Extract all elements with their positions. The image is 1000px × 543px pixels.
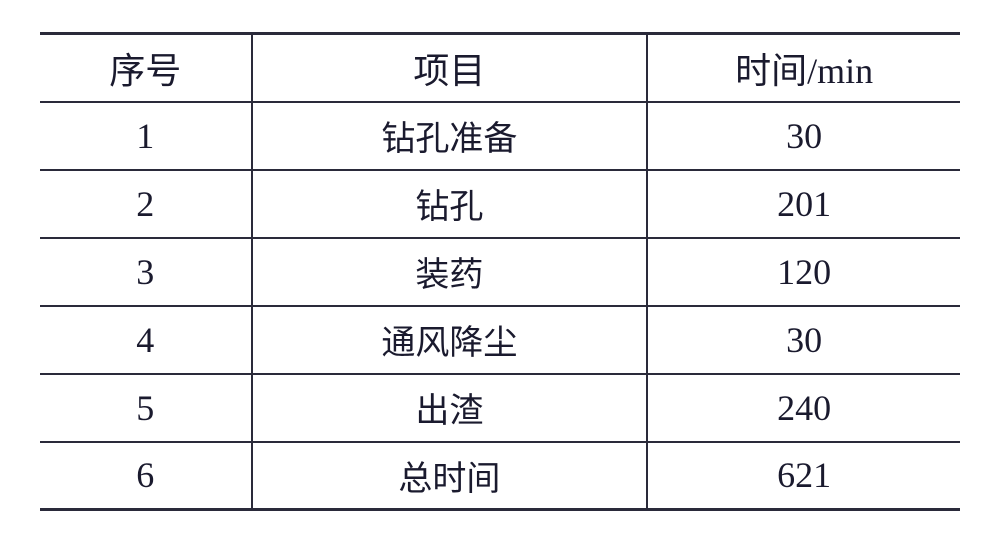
- cell-index: 2: [40, 170, 252, 238]
- cell-item: 钻孔: [252, 170, 648, 238]
- table-header-row: 序号 项目 时间/min: [40, 34, 960, 102]
- cell-time: 30: [647, 306, 960, 374]
- cell-item: 总时间: [252, 442, 648, 510]
- cell-index: 5: [40, 374, 252, 442]
- header-index: 序号: [40, 34, 252, 102]
- table-row: 3 装药 120: [40, 238, 960, 306]
- cell-index: 1: [40, 102, 252, 170]
- header-time-sep: /: [807, 51, 817, 91]
- table-row: 6 总时间 621: [40, 442, 960, 510]
- cell-item: 钻孔准备: [252, 102, 648, 170]
- cell-time: 621: [647, 442, 960, 510]
- cell-item: 通风降尘: [252, 306, 648, 374]
- header-item: 项目: [252, 34, 648, 102]
- cell-item: 装药: [252, 238, 648, 306]
- cell-index: 4: [40, 306, 252, 374]
- table-row: 2 钻孔 201: [40, 170, 960, 238]
- table-row: 1 钻孔准备 30: [40, 102, 960, 170]
- time-table-container: 序号 项目 时间/min 1 钻孔准备 30 2 钻孔 201 3 装药 120: [40, 32, 960, 511]
- table-row: 4 通风降尘 30: [40, 306, 960, 374]
- table-row: 5 出渣 240: [40, 374, 960, 442]
- cell-index: 3: [40, 238, 252, 306]
- cell-item: 出渣: [252, 374, 648, 442]
- cell-time: 201: [647, 170, 960, 238]
- cell-time: 120: [647, 238, 960, 306]
- header-time-unit: min: [817, 51, 873, 91]
- header-time: 时间/min: [647, 34, 960, 102]
- header-time-prefix: 时间: [735, 51, 807, 91]
- cell-index: 6: [40, 442, 252, 510]
- cell-time: 240: [647, 374, 960, 442]
- cell-time: 30: [647, 102, 960, 170]
- time-table: 序号 项目 时间/min 1 钻孔准备 30 2 钻孔 201 3 装药 120: [40, 32, 960, 511]
